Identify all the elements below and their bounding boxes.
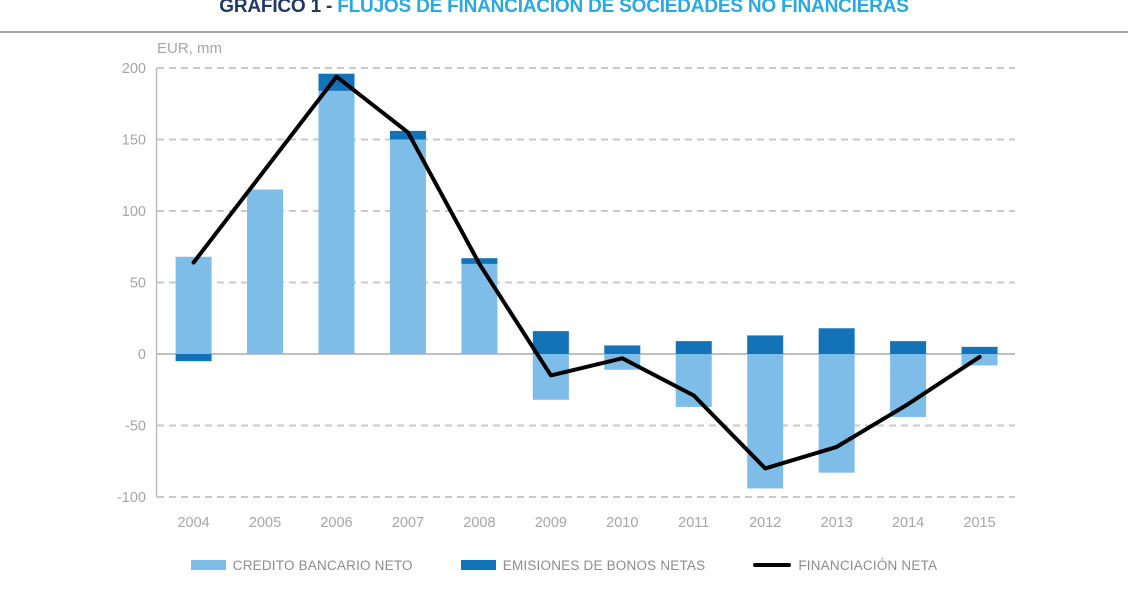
title-separator-rule [0, 31, 1128, 33]
bar-credito-2007 [389, 139, 426, 354]
legend-label-financiacion-neta: FINANCIACIÓN NETA [798, 557, 938, 573]
bar-credito-2013 [818, 354, 855, 473]
y-tick-label-200: 200 [122, 61, 146, 77]
x-label-2010: 2010 [606, 515, 638, 531]
legend-item-emisiones-bonos: EMISIONES DE BONOS NETAS [460, 557, 706, 573]
legend-label-credito-bancario: CREDITO BANCARIO NETO [232, 557, 413, 573]
x-label-2007: 2007 [392, 515, 424, 531]
bar-bonos-2009 [532, 331, 569, 354]
x-label-2014: 2014 [892, 515, 924, 531]
x-label-2013: 2013 [821, 515, 853, 531]
legend-item-credito-bancario: CREDITO BANCARIO NETO [190, 557, 413, 573]
y-tick-label--100: -100 [117, 490, 146, 506]
bar-bonos-2004 [175, 354, 212, 362]
x-label-2012: 2012 [749, 515, 781, 531]
emisiones-bonos-swatch-icon [460, 560, 496, 570]
x-label-2006: 2006 [320, 515, 352, 531]
bar-credito-2004 [175, 256, 212, 354]
bar-bonos-2011 [675, 341, 712, 354]
x-label-2004: 2004 [177, 515, 209, 531]
legend-item-financiacion-neta: FINANCIACIÓN NETA [753, 558, 937, 573]
chart-title-main: FLUJOS DE FINANCIACIÓN DE SOCIEDADES NO … [337, 0, 909, 17]
x-label-2008: 2008 [463, 515, 495, 531]
legend-label-emisiones-bonos: EMISIONES DE BONOS NETAS [502, 557, 706, 573]
bar-credito-2011 [675, 354, 712, 407]
bar-credito-2014 [890, 354, 927, 417]
y-tick-label-50: 50 [130, 276, 146, 292]
chart-legend: CREDITO BANCARIO NETO EMISIONES DE BONOS… [0, 552, 1128, 578]
x-label-2015: 2015 [963, 515, 995, 531]
y-tick-label-100: 100 [122, 204, 146, 220]
chart-title: GRÁFICO 1 - FLUJOS DE FINANCIACIÓN DE SO… [0, 0, 1128, 18]
bar-bonos-2012 [747, 335, 784, 354]
bar-bonos-2010 [604, 345, 641, 354]
financiacion-neta-line-swatch-icon [753, 563, 792, 567]
y-tick-label--50: -50 [125, 419, 146, 435]
bar-bonos-2015 [961, 346, 998, 354]
bar-credito-2006 [318, 90, 355, 354]
credito-bancario-swatch-icon [190, 560, 226, 570]
bar-credito-2005 [247, 189, 284, 354]
bar-credito-2015 [961, 354, 998, 366]
bar-bonos-2013 [818, 328, 855, 354]
x-label-2011: 2011 [678, 515, 709, 531]
y-axis-unit-label: EUR, mm [157, 40, 222, 57]
net-financing-line [191, 74, 982, 471]
y-tick-label-150: 150 [122, 133, 146, 149]
bar-credito-2010 [604, 354, 641, 370]
y-tick-label-0: 0 [138, 347, 146, 363]
chart-title-prefix: GRÁFICO 1 - [219, 0, 338, 17]
bar-credito-2008 [461, 263, 498, 354]
x-label-2005: 2005 [249, 515, 281, 531]
x-label-2009: 2009 [535, 515, 567, 531]
bar-bonos-2014 [890, 341, 927, 354]
